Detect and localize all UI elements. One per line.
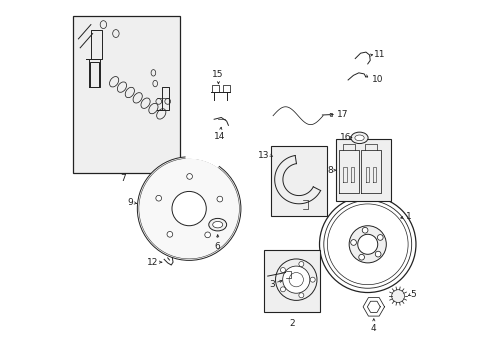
- Ellipse shape: [112, 30, 119, 37]
- Circle shape: [282, 266, 309, 293]
- Text: 13: 13: [258, 150, 269, 159]
- Ellipse shape: [125, 87, 134, 98]
- Circle shape: [156, 99, 162, 104]
- Text: 8: 8: [326, 166, 332, 175]
- Text: 12: 12: [146, 258, 158, 267]
- Circle shape: [358, 255, 364, 260]
- Circle shape: [275, 259, 316, 300]
- Circle shape: [164, 99, 170, 104]
- Text: 2: 2: [288, 319, 294, 328]
- Circle shape: [374, 251, 380, 257]
- Bar: [73, 16, 180, 173]
- Ellipse shape: [109, 77, 119, 87]
- Ellipse shape: [100, 21, 106, 28]
- Circle shape: [298, 293, 303, 298]
- Circle shape: [172, 192, 206, 226]
- Ellipse shape: [156, 109, 165, 119]
- Ellipse shape: [212, 221, 222, 228]
- Ellipse shape: [117, 82, 126, 92]
- Text: 10: 10: [371, 76, 383, 85]
- Circle shape: [377, 235, 383, 240]
- Text: 17: 17: [336, 110, 347, 119]
- Circle shape: [137, 157, 241, 260]
- Circle shape: [348, 226, 386, 263]
- Circle shape: [298, 261, 303, 266]
- Text: 9: 9: [127, 198, 133, 207]
- Ellipse shape: [354, 135, 364, 141]
- Circle shape: [357, 234, 377, 254]
- Circle shape: [167, 231, 172, 237]
- Text: 3: 3: [268, 280, 274, 289]
- Circle shape: [280, 267, 285, 273]
- Text: 4: 4: [370, 324, 376, 333]
- Bar: [335, 139, 390, 202]
- Text: 7: 7: [120, 174, 126, 183]
- Ellipse shape: [133, 93, 142, 103]
- Bar: [271, 146, 326, 216]
- Ellipse shape: [148, 103, 158, 114]
- Circle shape: [204, 232, 210, 238]
- Circle shape: [156, 195, 161, 201]
- Circle shape: [391, 290, 404, 302]
- Ellipse shape: [350, 132, 367, 144]
- Text: 1: 1: [405, 212, 411, 221]
- Ellipse shape: [153, 80, 157, 87]
- Circle shape: [362, 228, 367, 233]
- Text: 15: 15: [211, 70, 223, 79]
- Text: 16: 16: [340, 132, 351, 141]
- Ellipse shape: [208, 219, 226, 231]
- Circle shape: [350, 240, 356, 245]
- Text: 6: 6: [214, 242, 220, 251]
- Text: 5: 5: [409, 290, 415, 299]
- Ellipse shape: [141, 98, 150, 108]
- Text: 14: 14: [213, 132, 224, 141]
- Circle shape: [186, 174, 192, 179]
- Circle shape: [217, 196, 222, 202]
- Text: 11: 11: [373, 50, 385, 59]
- Bar: [264, 249, 319, 312]
- Ellipse shape: [151, 69, 155, 76]
- Circle shape: [288, 273, 303, 287]
- Circle shape: [280, 287, 285, 292]
- Circle shape: [309, 277, 315, 282]
